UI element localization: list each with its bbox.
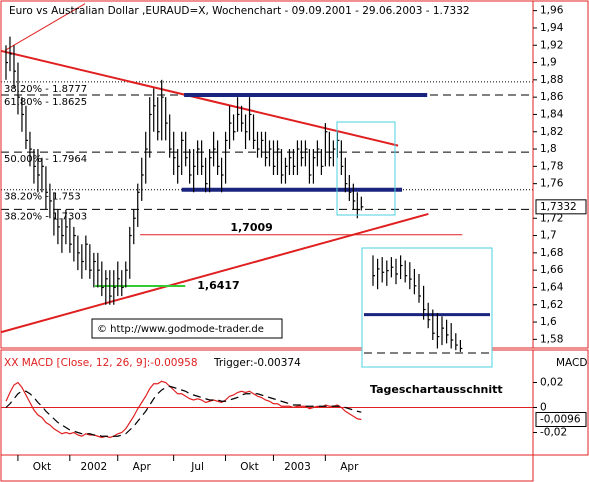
y-tick-label: 1,8 xyxy=(540,143,557,155)
y-tick-label: 1,88 xyxy=(540,74,563,86)
last-price-box xyxy=(535,199,587,215)
fib-label: 38.20% - 1.753 xyxy=(4,192,81,203)
y-tick-label: 1,68 xyxy=(540,247,563,259)
x-tick-label: 2002 xyxy=(80,461,107,473)
fib-label: 38.20% - 1.8777 xyxy=(4,84,87,95)
fib-label: 50.00% - 1.7964 xyxy=(4,154,87,165)
price-axis-frame xyxy=(532,0,589,349)
level-label: 1,6417 xyxy=(197,279,239,292)
macd-line xyxy=(5,385,362,437)
y-tick-label: 1,64 xyxy=(540,281,564,293)
y-tick-label: 0 xyxy=(540,402,547,414)
x-tick-label: Okt xyxy=(33,461,51,473)
y-tick-label: 1,58 xyxy=(540,333,563,345)
x-tick-label: 2003 xyxy=(284,461,311,473)
inset-title: Tageschartausschnitt xyxy=(370,383,503,396)
fib-label: 38.20% - 1.7303 xyxy=(4,211,87,222)
trendline xyxy=(1,49,399,147)
price-panel: 38.20% - 1.8777 61.80% - 1.8625 50.00% - 1… xyxy=(1,3,533,334)
trendline xyxy=(4,3,86,51)
macd-axis-frame xyxy=(532,349,589,456)
y-tick-label: 1,62 xyxy=(540,299,563,311)
source: © http://www.godmode-trader.de xyxy=(97,324,264,335)
fib-label: 61.80% - 1.8625 xyxy=(4,97,87,108)
y-tick-label: 1,86 xyxy=(540,91,564,103)
macd-panel xyxy=(1,380,533,439)
y-tick-label: -0,02 xyxy=(540,427,567,439)
macd-axis-label: MACD xyxy=(556,357,587,369)
inset xyxy=(364,255,490,354)
trendline xyxy=(1,212,429,334)
y-tick-label: 1,66 xyxy=(540,264,564,276)
x-tick-label: Apr xyxy=(340,461,359,473)
date-axis-frame xyxy=(0,454,534,482)
x-tick-label: Apr xyxy=(133,461,152,473)
level-label: 1,7009 xyxy=(230,221,272,234)
zoom-box xyxy=(336,121,396,216)
y-tick-label: 1,78 xyxy=(540,160,563,172)
y-tick-label: 1,92 xyxy=(540,39,563,51)
trigger-label: Trigger:-0.00374 xyxy=(213,357,301,369)
x-tick-label: Jul xyxy=(190,461,204,473)
last-price-label: 1,7332 xyxy=(540,201,577,213)
y-tick-label: 1,94 xyxy=(540,22,564,34)
y-tick-label: 1,7 xyxy=(540,230,557,242)
y-tick-label: 1,82 xyxy=(540,126,563,138)
y-tick-label: 1,9 xyxy=(540,57,557,69)
macd-line xyxy=(5,380,362,439)
axes: 1,96 1,94 1,92 1,9 1,88 1,86 1,84 1,82 1,8 1,78 1,… xyxy=(17,5,587,473)
y-tick-label: 1,96 xyxy=(540,5,564,17)
inset-frame xyxy=(361,247,493,368)
source-box xyxy=(91,318,283,339)
chart-title: Euro vs Australian Dollar ,EURAUD=X, Woc… xyxy=(9,5,470,17)
macd-title: XX MACD [Close, 12, 26, 9]:-0.00958 xyxy=(4,357,198,369)
y-tick-label: 1,6 xyxy=(540,316,557,328)
y-tick-label: 1,72 xyxy=(540,212,563,224)
last-macd-box xyxy=(535,412,587,427)
y-tick-label: 1,76 xyxy=(540,178,564,190)
last-macd-label: -0,0096 xyxy=(540,414,581,426)
x-tick-label: Okt xyxy=(240,461,258,473)
y-tick-label: 0,02 xyxy=(540,377,563,389)
y-tick-label: 1,84 xyxy=(540,108,564,120)
